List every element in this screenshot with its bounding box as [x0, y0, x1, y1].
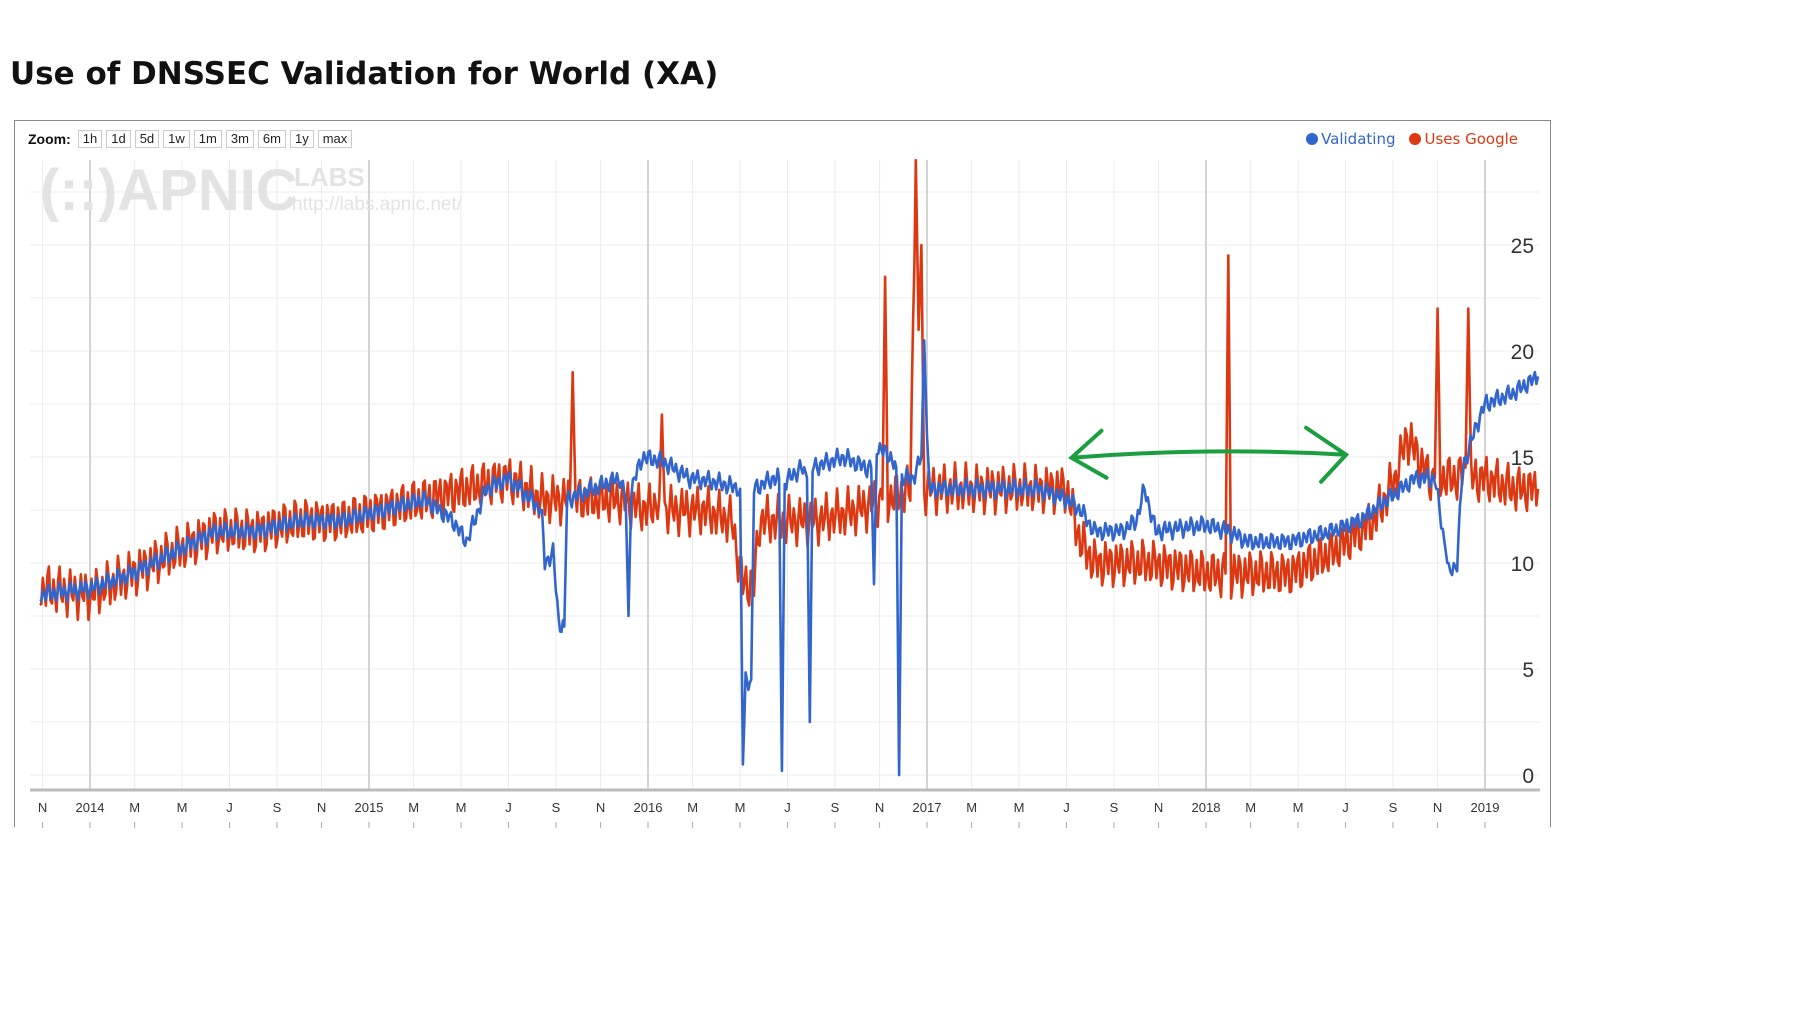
- zoom-button-1d[interactable]: 1d: [106, 130, 131, 148]
- x-axis: N 2014 M M J S N 2015 M M J S N 2016 M M J S N 2017 M M J S N 201…: [30, 788, 1540, 828]
- x-tick-label: 2018: [1192, 800, 1221, 815]
- arrow-head-right-icon: [1304, 425, 1350, 484]
- x-tick-label: J: [1063, 800, 1070, 815]
- legend-dot-icon: [1409, 133, 1422, 145]
- x-tick-label: J: [1342, 800, 1349, 815]
- series-lines: [39, 158, 1540, 777]
- x-tick-label: M: [1014, 800, 1025, 815]
- x-tick-label: 2017: [913, 800, 942, 815]
- legend-item-validating[interactable]: Validating: [1306, 130, 1395, 148]
- green-double-arrow-annotation: [1068, 425, 1350, 484]
- series-line-validating: [39, 339, 1540, 777]
- zoom-button-1m[interactable]: 1m: [193, 130, 222, 148]
- zoom-button-5d[interactable]: 5d: [134, 130, 160, 148]
- x-tick-label: M: [1293, 800, 1304, 815]
- zoom-button-1h[interactable]: 1h: [77, 130, 103, 148]
- page-title: Use of DNSSEC Validation for World (XA): [10, 56, 719, 92]
- x-tick-label: M: [408, 800, 419, 815]
- x-tick-label: N: [596, 800, 605, 815]
- y-tick-label: 15: [1511, 447, 1534, 470]
- x-tick-label: M: [735, 800, 746, 815]
- watermark-url: http://labs.apnic.net/: [292, 194, 463, 215]
- grid: [30, 160, 1540, 790]
- legend-item-uses-google[interactable]: Uses Google: [1409, 130, 1518, 148]
- x-tick-label: J: [226, 800, 233, 815]
- x-tick-label: M: [966, 800, 977, 815]
- legend-dot-icon: [1306, 133, 1319, 145]
- zoom-button-6m[interactable]: 6m: [257, 130, 286, 148]
- x-tick-label: M: [456, 800, 467, 815]
- series-line-uses-google: [39, 158, 1540, 622]
- zoom-bar: Zoom: 1h 1d 5d 1w 1m 3m 6m 1y max: [28, 130, 353, 148]
- y-tick-label: 25: [1511, 235, 1534, 258]
- x-tick-label: 2019: [1471, 800, 1500, 815]
- x-tick-label: J: [505, 800, 512, 815]
- chart-frame: [14, 120, 1551, 827]
- arrow-shaft: [1071, 449, 1347, 460]
- x-tick-label: 2014: [76, 800, 105, 815]
- y-tick-label: 10: [1511, 553, 1534, 576]
- x-tick-label: N: [875, 800, 884, 815]
- x-tick-label: S: [1389, 800, 1398, 815]
- x-tick-label: N: [1433, 800, 1442, 815]
- x-tick-label: S: [1110, 800, 1119, 815]
- x-tick-label: M: [1245, 800, 1256, 815]
- x-tick-label: M: [129, 800, 140, 815]
- y-tick-label: 0: [1522, 765, 1534, 788]
- watermark-labs: LABS: [294, 162, 365, 192]
- y-tick-label: 20: [1511, 341, 1534, 364]
- x-tick-label: S: [552, 800, 561, 815]
- legend-label: Validating: [1321, 130, 1396, 148]
- zoom-button-3m[interactable]: 3m: [225, 130, 254, 148]
- x-tick-label: M: [177, 800, 188, 815]
- x-tick-label: 2016: [634, 800, 663, 815]
- x-tick-label: M: [687, 800, 698, 815]
- legend-label: Uses Google: [1424, 130, 1518, 148]
- x-tick-label: N: [317, 800, 326, 815]
- zoom-label: Zoom:: [28, 131, 71, 147]
- y-axis: 0 5 10 15 20 25: [1511, 235, 1534, 788]
- x-tick-label: S: [273, 800, 282, 815]
- x-tick-label: N: [1154, 800, 1163, 815]
- x-tick-label: J: [784, 800, 791, 815]
- zoom-button-max[interactable]: max: [317, 130, 353, 148]
- watermark-logo: (::)APNIC: [40, 158, 298, 223]
- apnic-labs-watermark: (::)APNIC LABS http://labs.apnic.net/: [40, 158, 463, 223]
- x-tick-label: 2015: [355, 800, 384, 815]
- zoom-button-1w[interactable]: 1w: [163, 130, 190, 148]
- y-tick-label: 5: [1522, 659, 1534, 682]
- x-tick-label: N: [38, 800, 47, 815]
- zoom-button-1y[interactable]: 1y: [289, 130, 314, 148]
- x-tick-label: S: [831, 800, 840, 815]
- legend: Validating Uses Google: [1306, 130, 1518, 148]
- arrow-head-left-icon: [1068, 428, 1109, 480]
